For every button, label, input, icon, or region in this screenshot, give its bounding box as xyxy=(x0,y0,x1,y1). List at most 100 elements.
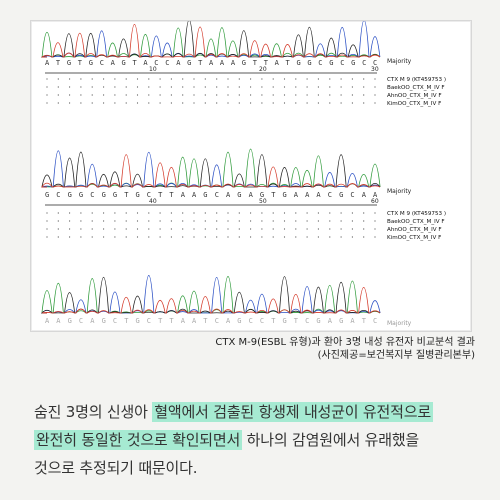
base-letter: C xyxy=(260,317,264,325)
match-dot xyxy=(80,78,82,80)
match-dot xyxy=(283,86,286,88)
base-letter: A xyxy=(45,59,50,67)
base-letter: T xyxy=(198,59,203,67)
match-dot xyxy=(329,94,331,96)
match-dot xyxy=(46,228,48,230)
trace-t xyxy=(41,154,381,188)
base-letter: C xyxy=(113,317,117,325)
base-letter: A xyxy=(249,191,254,199)
base-letter: A xyxy=(209,59,214,67)
match-dot xyxy=(340,236,342,238)
match-dot xyxy=(46,236,48,238)
match-dot xyxy=(148,236,150,238)
match-dot xyxy=(204,102,206,104)
trace-t xyxy=(40,24,381,58)
figure-caption: CTX M-9(ESBL 유형)과 환아 3명 내성 유전자 비교분석 결과 xyxy=(215,337,475,348)
match-dot xyxy=(216,212,218,214)
match-dot xyxy=(238,220,240,222)
base-letter: C xyxy=(249,317,253,325)
figure-credit: (사진제공=보건복지부 질병관리본부) xyxy=(317,350,475,361)
match-dot xyxy=(114,236,116,238)
match-dot xyxy=(317,220,319,222)
match-dot xyxy=(340,228,342,230)
match-dot xyxy=(204,86,206,88)
base-letter: G xyxy=(260,191,264,199)
match-dot xyxy=(125,94,127,96)
base-letter: G xyxy=(102,317,106,325)
match-dot xyxy=(91,86,93,88)
match-dot xyxy=(216,228,218,230)
base-letter: C xyxy=(373,59,377,67)
base-letter: A xyxy=(45,317,50,325)
base-letter: A xyxy=(90,317,95,325)
base-letter: G xyxy=(203,191,207,199)
base-letter: C xyxy=(215,191,219,199)
base-letter: C xyxy=(56,191,60,199)
match-dot xyxy=(46,212,48,214)
base-letter: A xyxy=(231,59,236,67)
match-dot xyxy=(272,94,274,96)
match-dot xyxy=(103,228,105,230)
match-dot xyxy=(136,228,139,230)
base-letter: T xyxy=(362,317,367,325)
match-dot xyxy=(283,212,286,214)
sample-label-2b: BaekOO_CTX_M_IV F xyxy=(387,219,445,225)
base-letter: T xyxy=(286,59,291,67)
base-letter: C xyxy=(165,59,169,67)
match-dot xyxy=(57,86,59,88)
match-dot xyxy=(170,212,172,214)
base-letter: G xyxy=(113,191,117,199)
match-dot xyxy=(114,78,116,80)
match-dot xyxy=(148,228,150,230)
match-dot xyxy=(136,94,139,96)
trace-c xyxy=(41,150,381,188)
match-dot xyxy=(227,94,229,96)
match-dot xyxy=(351,228,353,230)
match-dot xyxy=(329,236,331,238)
base-letter: A xyxy=(192,191,197,199)
match-dot xyxy=(283,94,286,96)
match-dot xyxy=(261,94,263,96)
match-dot xyxy=(374,212,376,214)
match-dot xyxy=(374,94,376,96)
match-dot xyxy=(69,102,71,104)
match-dot xyxy=(261,102,263,104)
match-dot xyxy=(46,220,48,222)
tick-20: 20 xyxy=(259,66,267,73)
match-dot xyxy=(80,228,82,230)
sample-label-1c: AhnOO_CTX_M_IV F xyxy=(387,93,442,99)
trace-g xyxy=(41,151,381,188)
match-dot xyxy=(204,212,206,214)
match-dot xyxy=(216,86,218,88)
match-dot xyxy=(170,86,172,88)
match-dot xyxy=(374,102,376,104)
base-letter: C xyxy=(147,191,151,199)
match-dot xyxy=(295,94,297,96)
match-dot xyxy=(216,94,218,96)
match-dot xyxy=(125,86,127,88)
base-letter: G xyxy=(68,191,72,199)
match-dot xyxy=(57,78,59,80)
match-dot xyxy=(91,228,93,230)
base-letter: G xyxy=(136,317,140,325)
match-dot xyxy=(193,78,195,80)
base-letter: T xyxy=(169,191,174,199)
match-dot xyxy=(238,78,240,80)
match-dot xyxy=(363,236,365,238)
match-dot xyxy=(193,102,195,104)
base-letter: T xyxy=(124,191,129,199)
body-text-3: 것으로 추정되기 때문이다. xyxy=(34,459,198,477)
match-dot xyxy=(317,94,319,96)
match-dot xyxy=(306,94,308,96)
match-dot xyxy=(317,86,319,88)
match-dot xyxy=(103,236,105,238)
match-dot xyxy=(306,212,308,214)
base-letter: A xyxy=(294,191,299,199)
match-dot xyxy=(204,78,206,80)
match-dot xyxy=(182,212,184,214)
base-letter: A xyxy=(176,59,181,67)
